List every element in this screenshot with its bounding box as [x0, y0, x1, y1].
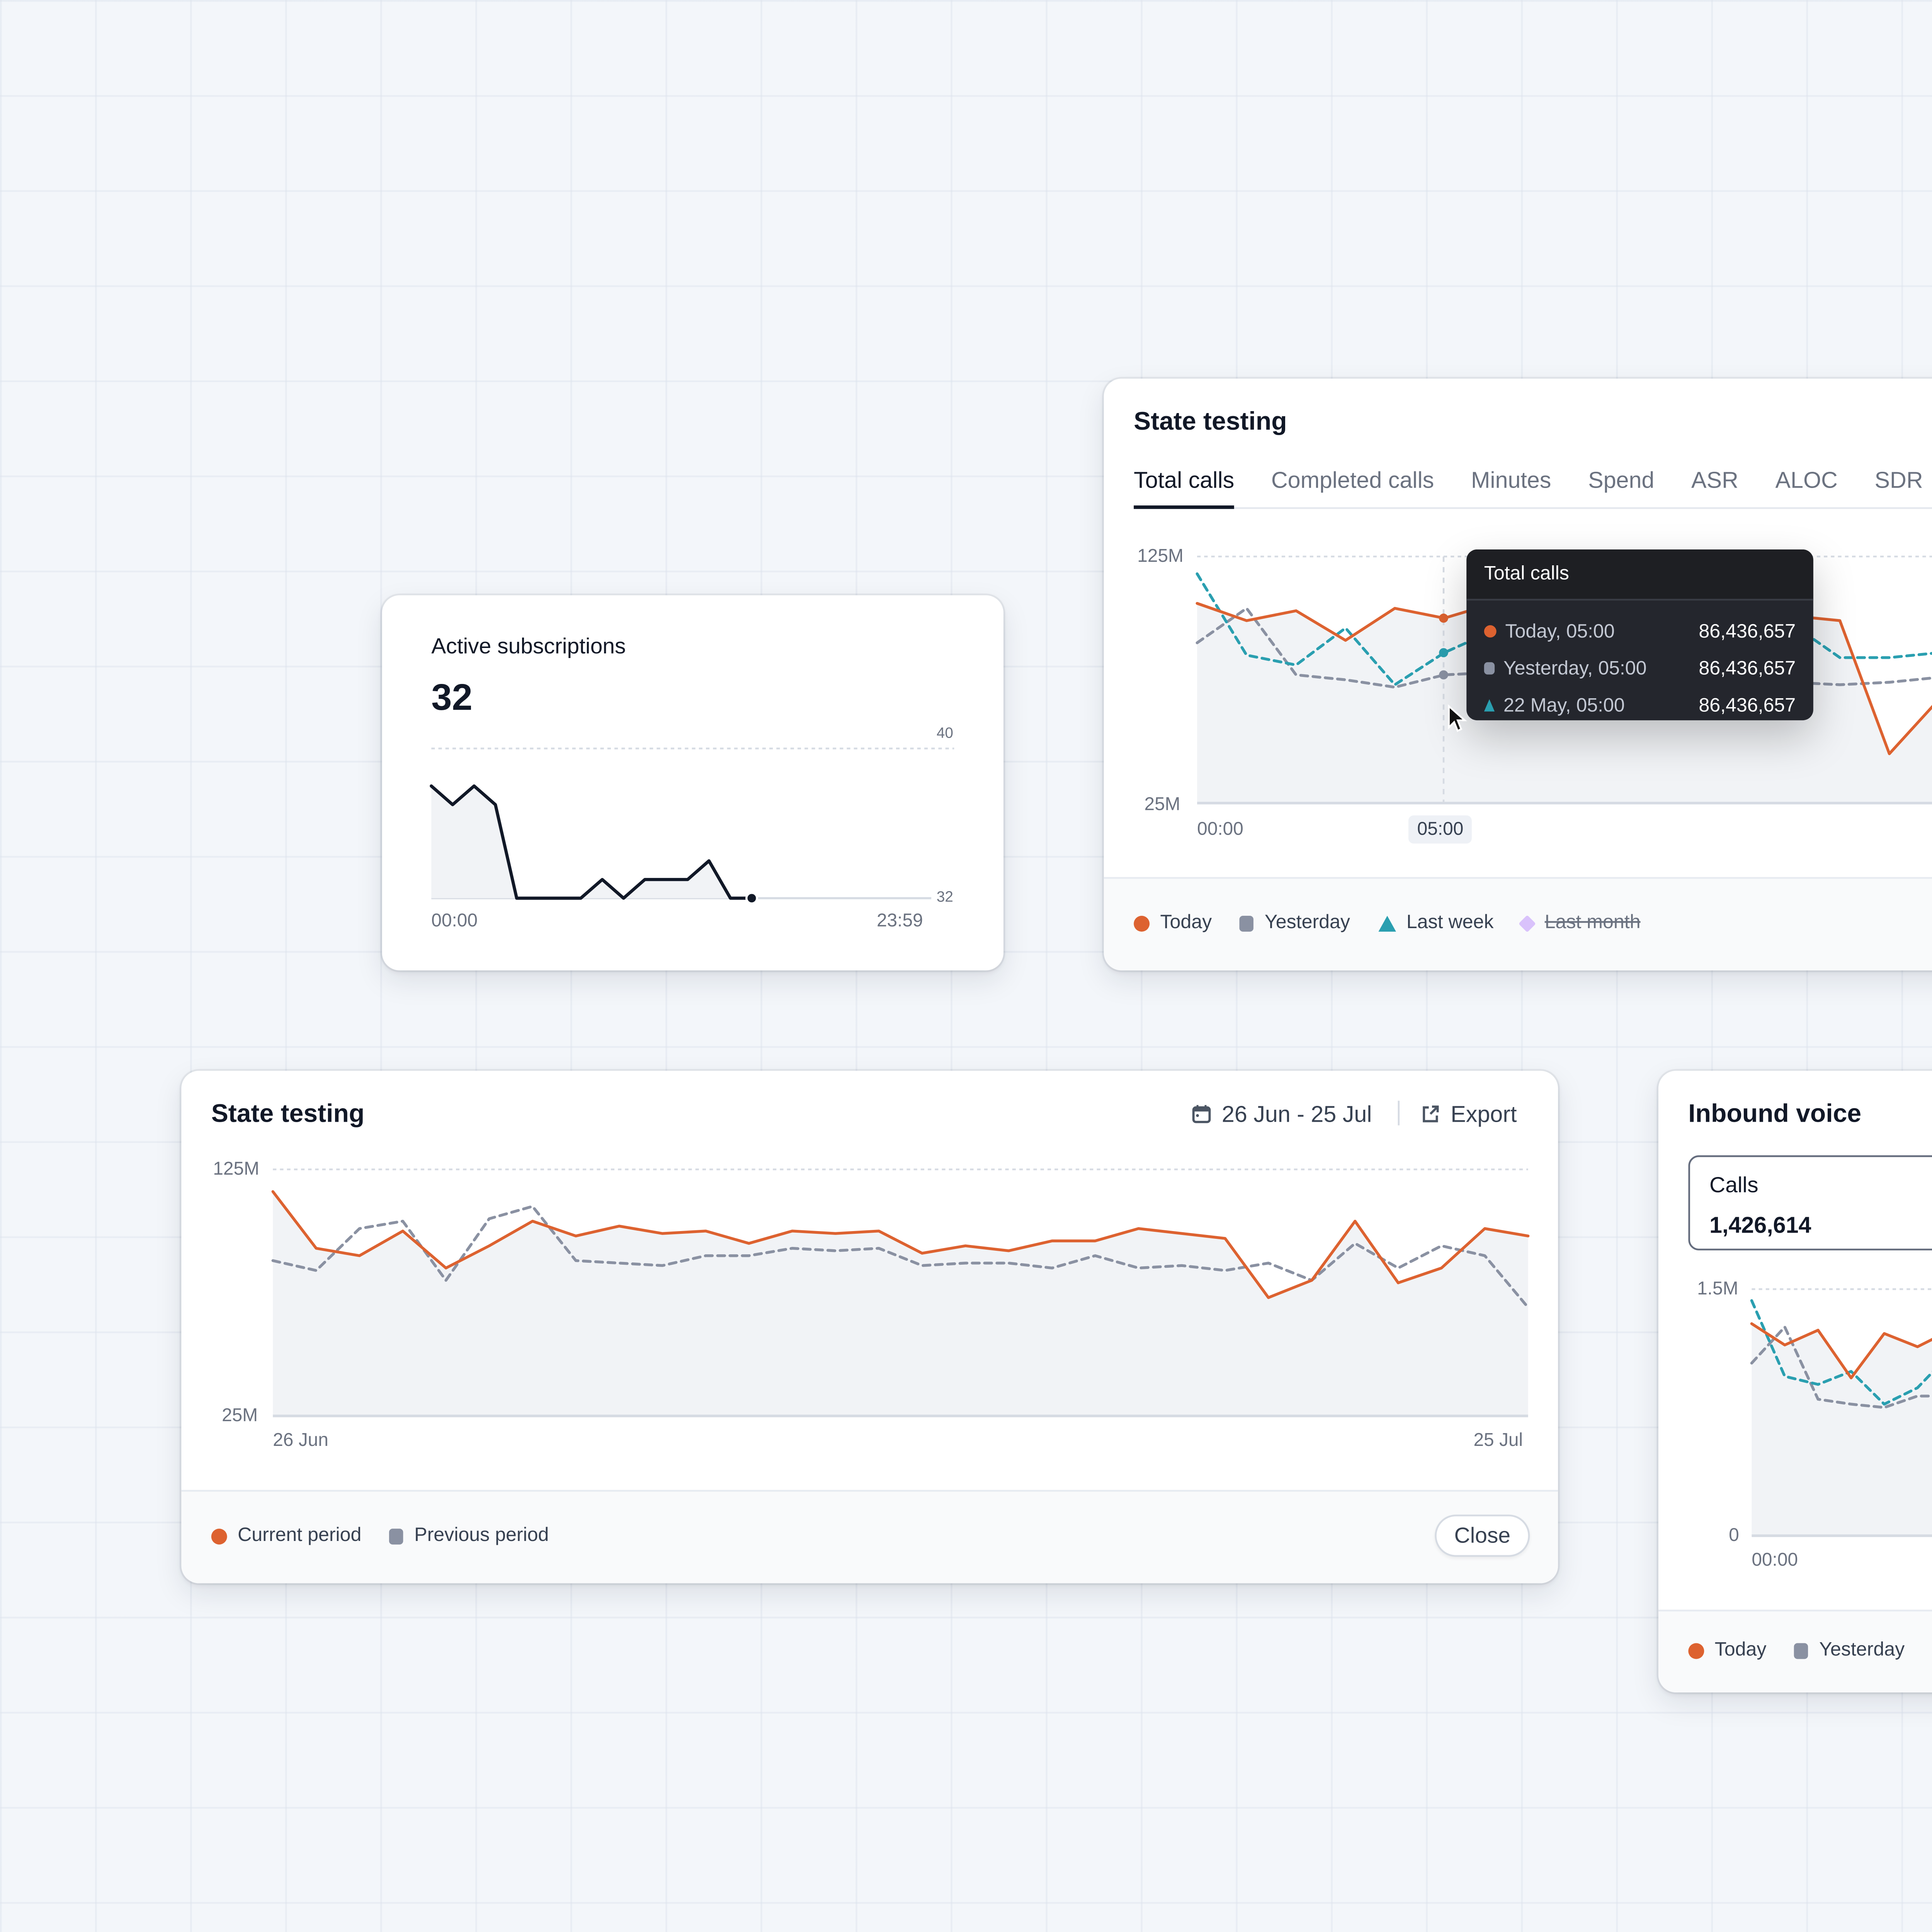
tooltip-row-last-week: 22 May, 05:00 86,436,657 [1466, 687, 1813, 721]
triangle-marker-icon [1484, 699, 1495, 712]
diamond-marker-icon [1519, 914, 1537, 932]
y-axis-min-label: 0 [1729, 1525, 1739, 1546]
square-marker-icon [1484, 662, 1495, 675]
active-subscriptions-card: Active subscriptions 32 40 32 00:00 23:5… [382, 595, 1003, 971]
card-title: Inbound voice [1688, 1100, 1862, 1129]
tooltip-title: Total calls [1466, 549, 1813, 601]
circle-marker-icon [211, 1527, 227, 1544]
tab-asr[interactable]: ASR [1691, 466, 1738, 493]
tab-total-calls[interactable]: Total calls [1134, 467, 1235, 509]
x-axis-start-label: 00:00 [1197, 819, 1243, 840]
card-footer: Today Yesterday Last week Last month Clo… [1104, 877, 1932, 971]
x-axis-start-label: 00:00 [1752, 1549, 1798, 1571]
circle-marker-icon [1134, 915, 1150, 931]
metric-value: 32 [431, 678, 473, 719]
state-testing-daily-card: State testing All day Total calls Comple… [1104, 378, 1932, 971]
line-chart[interactable] [181, 1071, 1558, 1583]
state-testing-monthly-card: State testing 26 Jun - 25 Jul Export 125… [181, 1071, 1558, 1583]
tooltip-row-today: Today, 05:00 86,436,657 [1466, 613, 1813, 650]
tab-aloc[interactable]: ALOC [1775, 466, 1838, 493]
square-marker-icon [1240, 915, 1254, 931]
export-button[interactable]: Export [1421, 1101, 1517, 1127]
circle-marker-icon [1484, 625, 1497, 638]
legend-yesterday[interactable]: Yesterday [1240, 912, 1350, 934]
card-footer: Today Yesterday Last week [1658, 1609, 1932, 1693]
sparkline-chart[interactable] [382, 595, 1003, 971]
metric-tabs: Total calls Completed calls Minutes Spen… [1134, 467, 1932, 509]
tab-spend[interactable]: Spend [1588, 466, 1655, 493]
triangle-marker-icon [1378, 915, 1396, 931]
calendar-icon [1192, 1105, 1211, 1123]
external-link-icon [1423, 1105, 1439, 1122]
x-axis-hover-label: 05:00 [1408, 815, 1473, 844]
card-title: State testing [211, 1100, 365, 1129]
x-axis-start-label: 26 Jun [273, 1430, 328, 1451]
legend-previous-period[interactable]: Previous period [389, 1525, 549, 1546]
stat-calls[interactable]: Calls 1,426,614 [1688, 1155, 1932, 1251]
y-axis-max-label: 40 [936, 724, 953, 742]
card-title: Active subscriptions [431, 634, 626, 659]
chart-legend: Today Yesterday Last week Last month [1134, 912, 1641, 934]
y-axis-min-label: 25M [222, 1405, 258, 1427]
chart-legend: Today Yesterday Last week [1688, 1639, 1932, 1661]
divider [1398, 1100, 1400, 1126]
chart-tooltip: Total calls Today, 05:00 86,436,657 Yest… [1466, 549, 1813, 721]
tab-minutes[interactable]: Minutes [1471, 466, 1551, 493]
legend-today[interactable]: Today [1688, 1639, 1766, 1661]
y-axis-max-label: 125M [213, 1159, 259, 1180]
card-footer: Current period Previous period Close [181, 1490, 1558, 1583]
tooltip-row-yesterday: Yesterday, 05:00 86,436,657 [1466, 650, 1813, 687]
close-button[interactable]: Close [1435, 1514, 1530, 1557]
square-marker-icon [1794, 1642, 1809, 1658]
y-axis-max-label: 1.5M [1697, 1278, 1738, 1300]
mouse-cursor-icon [1448, 704, 1467, 732]
legend-today[interactable]: Today [1134, 912, 1212, 934]
square-marker-icon [389, 1527, 404, 1544]
inbound-voice-card: Inbound voice All day Today Calls 1,426,… [1658, 1071, 1932, 1693]
y-axis-min-label: 25M [1144, 794, 1180, 816]
date-range-label: 26 Jun - 25 Jul [1221, 1100, 1372, 1127]
export-label: Export [1451, 1100, 1517, 1127]
x-axis-end-label: 23:59 [876, 910, 923, 932]
x-axis-start-label: 00:00 [431, 910, 478, 932]
legend-last-month[interactable]: Last month [1519, 912, 1641, 934]
x-axis-end-label: 25 Jul [1473, 1430, 1523, 1451]
chart-legend: Current period Previous period [211, 1525, 549, 1546]
card-title: State testing [1134, 408, 1287, 437]
legend-yesterday[interactable]: Yesterday [1794, 1639, 1905, 1661]
date-range-picker[interactable]: 26 Jun - 25 Jul [1192, 1101, 1372, 1127]
current-value-dot [745, 892, 758, 905]
tab-sdr[interactable]: SDR [1874, 466, 1923, 493]
line-chart[interactable] [1658, 1071, 1932, 1692]
y-axis-min-label: 32 [936, 888, 953, 905]
tab-completed-calls[interactable]: Completed calls [1271, 466, 1434, 493]
legend-last-week[interactable]: Last week [1378, 912, 1493, 934]
legend-current-period[interactable]: Current period [211, 1525, 361, 1546]
y-axis-max-label: 125M [1137, 546, 1184, 567]
circle-marker-icon [1688, 1642, 1704, 1658]
